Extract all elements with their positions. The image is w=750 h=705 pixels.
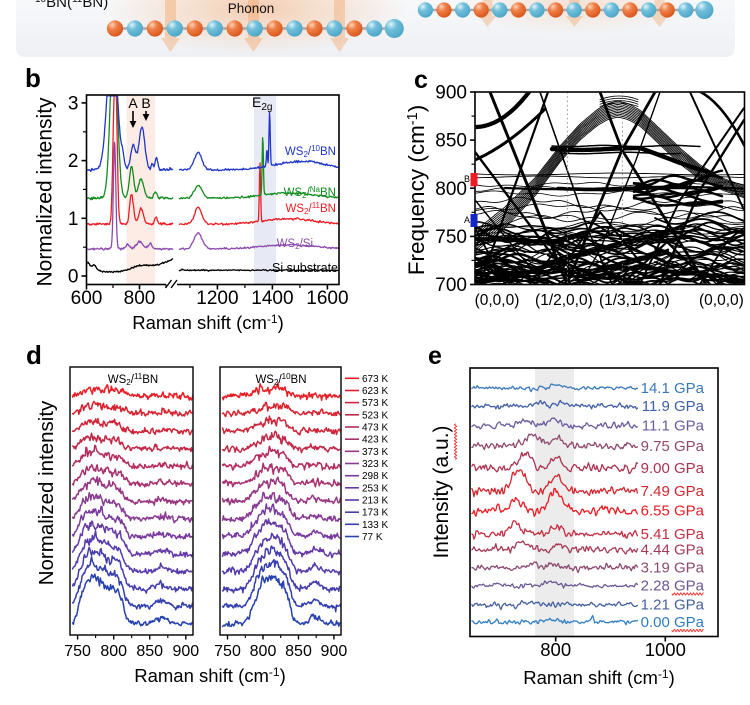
svg-text:750: 750 [435, 227, 467, 248]
svg-text:1.21 GPa: 1.21 GPa [641, 597, 705, 614]
svg-text:6.55 GPa: 6.55 GPa [641, 503, 705, 520]
svg-text:0.00 GPa: 0.00 GPa [641, 614, 705, 631]
svg-text:B: B [141, 95, 150, 111]
svg-text:Normalized intensity: Normalized intensity [34, 97, 57, 287]
svg-text:WS2/11BN: WS2/11BN [286, 201, 336, 216]
svg-text:Intensity (a.u.): Intensity (a.u.) [430, 425, 453, 558]
svg-text:(1/2,0,0): (1/2,0,0) [535, 292, 593, 309]
svg-text:253 K: 253 K [362, 483, 388, 494]
svg-text:173 K: 173 K [362, 508, 388, 519]
svg-text:b: b [25, 63, 41, 93]
svg-text:3.19 GPa: 3.19 GPa [641, 560, 705, 577]
svg-text:WS2/11BN: WS2/11BN [108, 372, 158, 387]
svg-text:2: 2 [68, 151, 79, 172]
svg-text:Phonon: Phonon [228, 1, 275, 16]
svg-text:77 K: 77 K [362, 532, 383, 543]
svg-text:573 K: 573 K [362, 398, 388, 409]
svg-text:14.1 GPa: 14.1 GPa [641, 380, 705, 397]
svg-text:0: 0 [68, 267, 79, 288]
svg-text:WS2/Si: WS2/Si [277, 238, 313, 251]
svg-text:623 K: 623 K [362, 386, 388, 397]
svg-text:Si substrate: Si substrate [272, 261, 338, 275]
svg-text:(1/3,1/3,0): (1/3,1/3,0) [599, 292, 670, 309]
svg-text:1600: 1600 [306, 288, 348, 309]
svg-text:900: 900 [172, 643, 199, 660]
svg-text:A: A [464, 215, 470, 225]
svg-text:9.00 GPa: 9.00 GPa [641, 460, 705, 477]
svg-text:WS2/10BN: WS2/10BN [285, 144, 336, 159]
svg-text:323 K: 323 K [362, 459, 388, 470]
svg-text:1400: 1400 [251, 288, 293, 309]
svg-text:523 K: 523 K [362, 410, 388, 421]
svg-text:298 K: 298 K [362, 471, 388, 482]
svg-text:900: 900 [321, 643, 348, 660]
svg-text:7.49 GPa: 7.49 GPa [641, 483, 705, 500]
svg-text:700: 700 [435, 275, 467, 296]
svg-text:c: c [414, 66, 428, 94]
svg-text:850: 850 [435, 131, 467, 152]
svg-text:900: 900 [435, 83, 467, 104]
svg-text:423 K: 423 K [362, 435, 388, 446]
svg-text:WS2/NaBN: WS2/NaBN [284, 185, 336, 200]
svg-text:(0,0,0): (0,0,0) [475, 292, 520, 309]
svg-text:11.9 GPa: 11.9 GPa [642, 398, 705, 415]
svg-text:11.1 GPa: 11.1 GPa [642, 418, 705, 435]
svg-text:600: 600 [71, 288, 103, 309]
svg-text:133 K: 133 K [362, 520, 388, 531]
svg-text:Frequency (cm-1): Frequency (cm-1) [404, 105, 429, 275]
svg-text:800: 800 [540, 639, 571, 660]
svg-text:10BN(11BN): 10BN(11BN) [35, 0, 108, 11]
svg-text:800: 800 [124, 288, 156, 309]
svg-text:5.41 GPa: 5.41 GPa [641, 526, 705, 543]
svg-text:Raman shift (cm-1): Raman shift (cm-1) [132, 312, 284, 333]
svg-text:800: 800 [250, 643, 277, 660]
svg-text:750: 750 [64, 643, 91, 660]
svg-text:373 K: 373 K [362, 447, 388, 458]
svg-text:1000: 1000 [645, 639, 686, 660]
svg-text:2.28 GPa: 2.28 GPa [641, 578, 705, 595]
svg-text:673 K: 673 K [362, 374, 388, 385]
svg-text:800: 800 [100, 643, 127, 660]
svg-text:WS2/10BN: WS2/10BN [255, 372, 306, 387]
svg-text:B: B [464, 174, 470, 184]
svg-text:1: 1 [68, 209, 79, 230]
svg-text:Raman shift (cm-1): Raman shift (cm-1) [134, 665, 286, 686]
svg-text:1200: 1200 [196, 288, 238, 309]
svg-text:473 K: 473 K [362, 423, 388, 434]
svg-text:Raman shift (cm-1): Raman shift (cm-1) [523, 667, 675, 688]
svg-text:9.75 GPa: 9.75 GPa [641, 438, 705, 455]
svg-text:4.44 GPa: 4.44 GPa [641, 542, 705, 559]
svg-text:3: 3 [68, 93, 79, 114]
svg-text:(0,0,0): (0,0,0) [699, 292, 744, 309]
svg-text:A: A [128, 95, 138, 111]
svg-text:850: 850 [136, 643, 163, 660]
svg-text:Normalized intensity: Normalized intensity [35, 400, 58, 585]
svg-text:750: 750 [214, 643, 241, 660]
svg-text:213 K: 213 K [362, 496, 388, 507]
svg-text:e: e [428, 342, 442, 370]
svg-text:800: 800 [435, 179, 467, 200]
svg-text:d: d [26, 340, 42, 370]
svg-text:850: 850 [285, 643, 312, 660]
